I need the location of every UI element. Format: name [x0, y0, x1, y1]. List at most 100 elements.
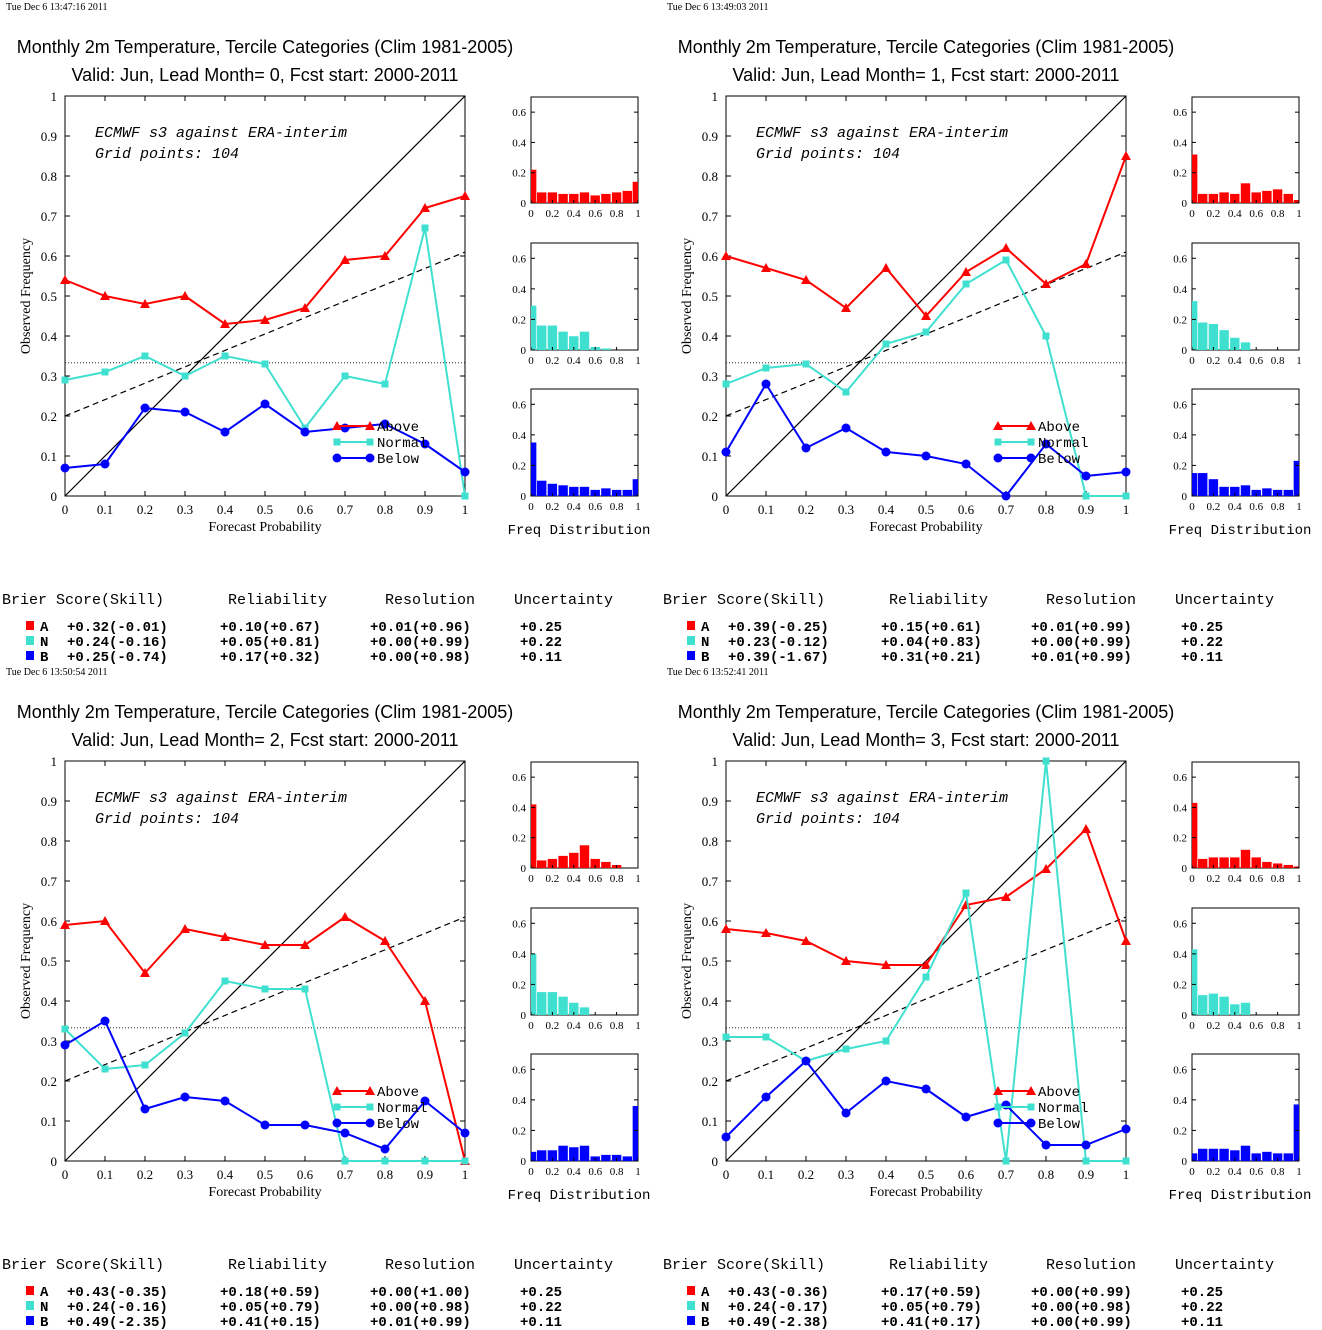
histogram-bar	[531, 1151, 537, 1161]
histogram-bar	[558, 193, 568, 203]
x-tick-label: 0.7	[337, 1167, 354, 1182]
chart-subtitle: Valid: Jun, Lead Month= 3, Fcst start: 2…	[732, 730, 1119, 750]
data-point-below	[60, 1040, 70, 1050]
data-point-below	[380, 1144, 390, 1154]
score-header: Uncertainty	[1175, 592, 1274, 609]
data-point-below	[220, 1096, 230, 1106]
hist-y-tick-label: 0.2	[512, 314, 526, 326]
score-category: N	[40, 1300, 48, 1316]
histogram-bar	[569, 193, 579, 203]
hist-y-tick-label: 0.4	[1173, 949, 1187, 961]
data-point-below	[300, 1120, 310, 1130]
hist-x-tick-label: 1	[635, 355, 641, 367]
legend-marker	[333, 438, 341, 446]
hist-y-tick-label: 0	[521, 345, 527, 357]
histogram-bar	[536, 992, 547, 1015]
x-tick-label: 0	[723, 502, 730, 517]
legend-marker	[365, 421, 375, 430]
brier-score: +0.49(-2.38)	[728, 1315, 829, 1330]
data-point-above	[340, 912, 350, 921]
histogram-normal: 0 0.2 0.4 0.6 0 0.2 0.4 0.6 0.8 1	[1173, 242, 1302, 367]
y-tick-label: 0.2	[41, 1074, 57, 1089]
hist-x-tick-label: 0.4	[567, 873, 581, 885]
histogram-bar	[590, 489, 600, 496]
hist-x-tick-label: 0.8	[1271, 208, 1285, 220]
hist-x-tick-label: 0.8	[610, 208, 624, 220]
histogram-bar	[1240, 183, 1251, 203]
y-axis-label: Observed Frequency	[19, 238, 34, 354]
chart-subtitle: Valid: Jun, Lead Month= 1, Fcst start: 2…	[732, 65, 1119, 85]
histogram-bar	[632, 181, 638, 203]
uncertainty-score: +0.25	[1181, 1285, 1223, 1301]
data-point-above	[761, 928, 771, 937]
histogram-bar	[611, 1154, 622, 1161]
y-tick-label: 1	[712, 89, 719, 104]
uncertainty-score: +0.11	[520, 650, 562, 666]
data-point-normal	[61, 376, 69, 384]
score-category-swatch	[26, 651, 34, 660]
histogram-bar	[632, 1105, 638, 1161]
data-point-above	[100, 291, 110, 300]
reliability-score: +0.05(+0.79)	[220, 1300, 321, 1316]
data-point-below	[921, 1084, 931, 1094]
x-tick-label: 1	[1123, 1167, 1130, 1182]
data-point-normal	[181, 372, 189, 380]
data-point-normal	[802, 360, 810, 368]
histogram-below: 0 0.2 0.4 0.6 0 0.2 0.4 0.6 0.8 1	[512, 388, 641, 513]
data-point-below	[60, 463, 70, 473]
annotation-text: Grid points: 104	[756, 811, 900, 828]
score-header: Uncertainty	[514, 1257, 613, 1274]
x-tick-label: 1	[462, 1167, 469, 1182]
histogram-bar	[1208, 993, 1219, 1015]
histogram-frame	[530, 388, 639, 497]
histogram-bar	[558, 331, 568, 350]
y-tick-label: 0.9	[41, 794, 57, 809]
uncertainty-score: +0.25	[1181, 620, 1223, 636]
histogram-bar	[601, 348, 611, 350]
x-tick-label: 0.4	[217, 502, 234, 517]
data-point-below	[460, 1128, 470, 1138]
data-point-below	[1041, 1140, 1051, 1150]
hist-y-tick-label: 0.2	[1173, 168, 1187, 180]
uncertainty-score: +0.11	[1181, 1315, 1223, 1330]
y-tick-label: 0.3	[41, 369, 57, 384]
score-header: Resolution	[1046, 592, 1136, 609]
hist-x-tick-label: 0.2	[1207, 873, 1221, 885]
data-point-normal	[341, 372, 349, 380]
hist-x-tick-label: 0.8	[610, 501, 624, 513]
histogram-frame	[530, 96, 639, 204]
hist-x-tick-label: 0.2	[1207, 1020, 1221, 1032]
perfect-reliability-line	[725, 95, 1127, 497]
data-point-normal	[722, 1033, 730, 1041]
annotation-text: Grid points: 104	[756, 146, 900, 163]
data-point-above	[841, 303, 851, 312]
x-tick-label: 0.3	[177, 1167, 193, 1182]
hist-y-tick-label: 0	[521, 491, 527, 503]
data-point-above	[460, 191, 470, 200]
x-tick-label: 0	[62, 1167, 69, 1182]
series-line-above	[725, 155, 1127, 318]
histogram-frame	[1191, 1053, 1300, 1162]
hist-x-tick-label: 0.2	[546, 873, 560, 885]
x-tick-label: 1	[462, 502, 469, 517]
data-point-above	[220, 319, 230, 328]
hist-y-tick-label: 0	[1182, 863, 1188, 875]
score-header: Brier Score(Skill)	[663, 592, 825, 609]
x-tick-label: 0.5	[257, 1167, 273, 1182]
histogram-bar	[1240, 1145, 1251, 1161]
x-tick-label: 0.6	[958, 1167, 975, 1182]
data-point-below	[721, 1132, 731, 1142]
histogram-above: 0 0.2 0.4 0.6 0 0.2 0.4 0.6 0.8 1	[512, 761, 641, 885]
data-point-normal	[181, 1029, 189, 1037]
hist-x-tick-label: 0	[528, 501, 534, 513]
legend-marker	[993, 421, 1003, 430]
x-tick-label: 0.7	[337, 502, 354, 517]
hist-x-tick-label: 0	[528, 355, 534, 367]
hist-x-tick-label: 0.2	[1207, 501, 1221, 513]
histogram-bar	[569, 336, 579, 350]
histogram-bar	[1272, 189, 1283, 203]
y-tick-label: 0.3	[702, 369, 718, 384]
data-point-normal	[1042, 757, 1050, 765]
legend-marker	[1027, 1103, 1035, 1111]
data-point-normal	[301, 985, 309, 993]
